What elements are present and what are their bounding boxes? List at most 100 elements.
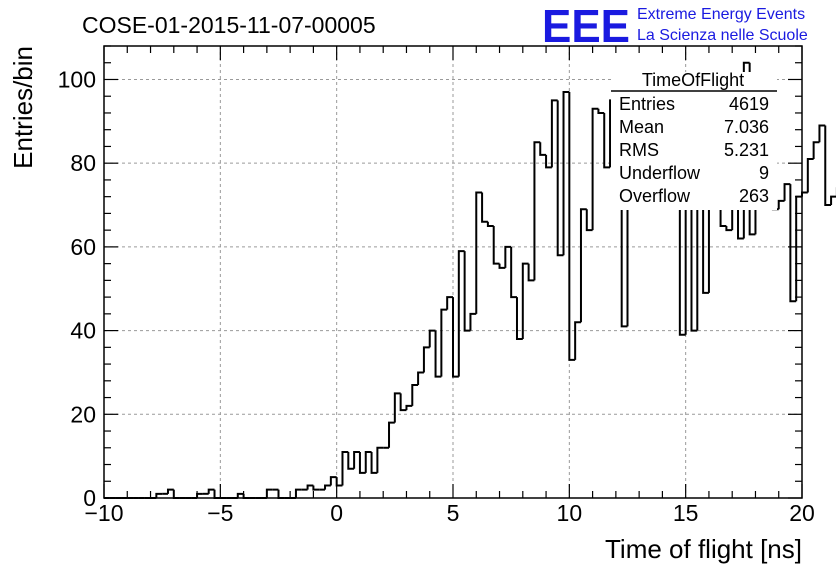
histogram-bin: [417, 371, 424, 385]
histogram-bin: [411, 384, 419, 406]
histogram-bin: [236, 492, 244, 498]
histogram-bin: [358, 451, 366, 474]
histogram-bin: [789, 184, 797, 303]
histogram-bin: [603, 112, 611, 169]
stats-value: 263: [739, 186, 769, 206]
histogram-bin: [347, 451, 355, 470]
histogram-bin: [585, 209, 593, 232]
x-tick-labels: −10 −5 0 5 10 15 20: [84, 500, 814, 526]
stats-label: Underflow: [619, 163, 701, 183]
histogram-bin: [591, 107, 599, 231]
histogram-bin: [475, 191, 483, 314]
histogram-bin: [329, 476, 337, 486]
histogram-bin: [492, 225, 500, 265]
histogram-bin: [370, 451, 378, 474]
histogram-bin: [166, 488, 174, 494]
y-tick-label: 60: [70, 234, 96, 260]
histogram-bin: [812, 141, 820, 159]
histogram-bin: [777, 199, 785, 210]
histogram-bin: [353, 450, 360, 469]
histogram-bin: [597, 108, 605, 114]
x-tick-label: 10: [557, 500, 583, 526]
histogram-bin: [306, 484, 314, 490]
eee-logo: EEE Extreme Energy Events La Scienza nel…: [542, 0, 808, 52]
histogram-bin: [452, 297, 459, 378]
histogram-bin: [207, 488, 215, 494]
histogram-bin: [294, 488, 302, 498]
axis-ticks: [103, 45, 803, 499]
histogram-bin: [457, 250, 465, 377]
histogram-bin: [405, 404, 413, 411]
stats-value: 9: [759, 163, 769, 183]
stats-label: Overflow: [619, 186, 691, 206]
histogram-bin: [498, 263, 506, 269]
histogram-bin: [376, 446, 384, 473]
histogram-bin: [806, 158, 814, 193]
chart-title: COSE-01-2015-11-07-00005: [82, 12, 376, 38]
x-tick-label: 0: [330, 500, 343, 526]
histogram-bin: [463, 251, 471, 332]
histogram-bin: [486, 221, 494, 227]
stats-label: RMS: [619, 140, 659, 160]
histogram-bin: [690, 179, 698, 332]
histogram-bin: [446, 296, 453, 310]
histogram-bin: [824, 125, 832, 207]
histogram-bin: [556, 100, 564, 257]
histogram-bin: [324, 484, 331, 490]
histogram-bin: [504, 245, 512, 268]
x-tick-label: 20: [789, 500, 815, 526]
histogram-bin: [725, 225, 733, 232]
histogram-bin: [155, 492, 163, 498]
histogram-bin: [388, 421, 395, 448]
x-tick-label: −5: [207, 500, 233, 526]
y-tick-label: 0: [83, 485, 96, 511]
histogram-bin: [440, 308, 448, 377]
histogram-bin: [521, 262, 529, 339]
histogram-bin: [510, 246, 517, 299]
histogram-bin: [399, 393, 407, 412]
histogram-bin: [422, 346, 430, 373]
histogram-bin: [539, 142, 547, 156]
histogram-bin: [533, 141, 541, 281]
y-tick-label: 80: [70, 150, 96, 176]
histogram-bin: [783, 183, 791, 201]
logo-mark: EEE: [542, 0, 630, 52]
x-tick-label: 15: [673, 500, 699, 526]
histogram-bin: [515, 297, 523, 340]
histogram-bin: [579, 208, 587, 323]
x-tick-label: −10: [84, 500, 123, 526]
histogram-bin: [550, 99, 558, 168]
y-tick-label: 20: [70, 401, 96, 427]
histogram-bin: [830, 195, 836, 206]
histogram-bin: [527, 263, 535, 282]
y-tick-labels: 0 20 40 60 80 100: [58, 66, 96, 511]
histogram-bin: [428, 329, 436, 348]
stats-label: Entries: [619, 94, 675, 114]
y-tick-label: 40: [70, 318, 96, 344]
histogram-bin: [562, 91, 570, 256]
stats-value: 5.231: [724, 140, 769, 160]
histogram-bin: [702, 184, 709, 294]
histogram-bin: [481, 192, 488, 223]
x-axis-title: Time of flight [ns]: [605, 534, 802, 564]
x-tick-label: 5: [447, 500, 460, 526]
histogram-bin: [364, 450, 372, 473]
stats-value: 7.036: [724, 117, 769, 137]
histogram-bin: [574, 321, 581, 360]
histogram-bin: [312, 485, 320, 491]
histogram-bin: [568, 92, 576, 361]
stats-box-background: [611, 72, 777, 210]
logo-line-2: La Scienza nelle Scuole: [637, 27, 808, 44]
stats-value: 4619: [729, 94, 769, 114]
stats-box-title: TimeOfFlight: [642, 70, 744, 90]
stats-box: TimeOfFlight Entries 4619 Mean 7.036 RMS 5.23…: [611, 70, 777, 210]
histogram-bin: [818, 124, 826, 143]
histogram-bin: [341, 450, 349, 486]
y-axis-title: Entries/bin: [8, 46, 38, 169]
histogram-bin: [545, 154, 552, 169]
stats-label: Mean: [619, 117, 664, 137]
logo-line-1: Extreme Energy Events: [637, 6, 805, 23]
histogram-bin: [393, 392, 401, 423]
y-tick-label: 100: [58, 66, 96, 92]
